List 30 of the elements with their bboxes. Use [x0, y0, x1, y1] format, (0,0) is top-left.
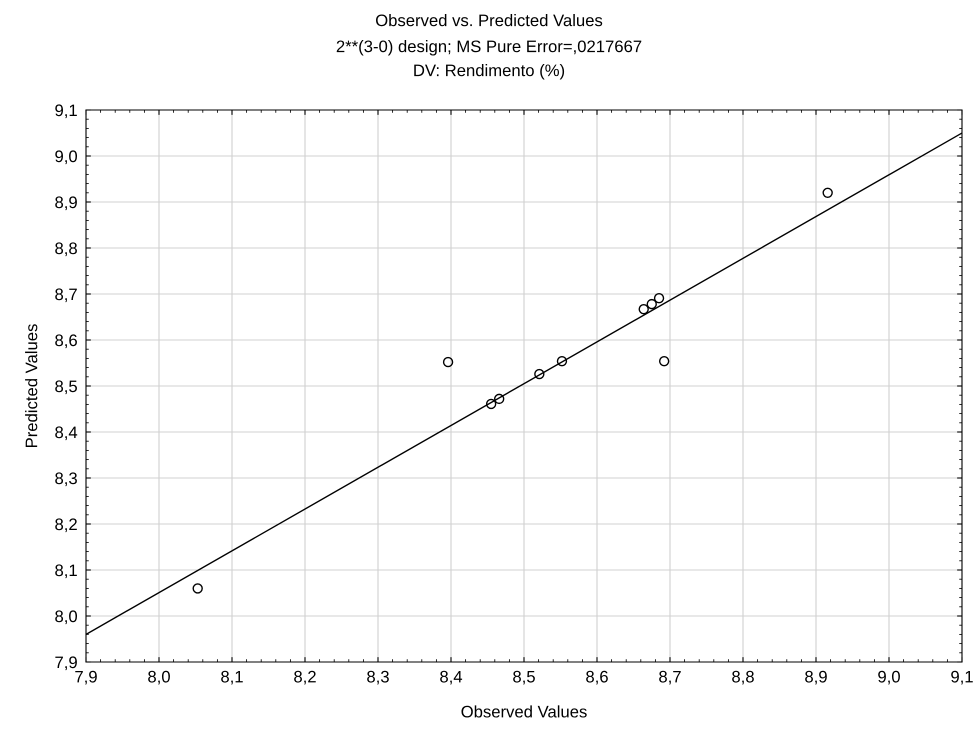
y-tick-label: 8,7: [55, 288, 77, 302]
x-tick-label: 8,2: [294, 670, 316, 685]
y-tick-label: 8,2: [55, 518, 77, 532]
chart-title: Observed vs. Predicted Values: [376, 14, 602, 26]
x-tick-label: 9,0: [878, 670, 900, 685]
y-tick-label: 8,4: [55, 426, 78, 440]
y-tick-label: 8,0: [55, 610, 78, 624]
y-tick-label: 8,8: [55, 242, 77, 256]
y-tick-label: 8,5: [55, 380, 77, 394]
x-tick-label: 8,1: [221, 670, 243, 685]
x-tick-label: 9,1: [951, 670, 973, 685]
x-tick-label: 8,6: [586, 670, 608, 685]
x-tick-label: 8,0: [148, 670, 170, 685]
x-tick-label: 8,8: [732, 670, 754, 685]
x-tick-label: 8,3: [367, 670, 389, 685]
x-tick-label: 8,5: [513, 670, 535, 685]
y-tick-label: 8,9: [55, 196, 77, 210]
y-axis-title: Predicted Values: [25, 324, 38, 448]
y-tick-label: 8,1: [55, 564, 77, 578]
y-tick-label: 7,9: [55, 656, 77, 670]
x-tick-label: 7,9: [75, 670, 97, 685]
y-tick-label: 9,1: [55, 104, 77, 118]
y-tick-label: 8,3: [55, 472, 77, 486]
chart-subtitle: 2**(3-0) design; MS Pure Error=,0217667 DV: Rendimento (%): [336, 40, 642, 80]
x-tick-label: 8,9: [805, 670, 827, 685]
x-tick-label: 8,7: [659, 670, 681, 685]
x-axis-title: Observed Values: [461, 705, 587, 718]
y-tick-label: 8,6: [55, 334, 77, 348]
x-tick-label: 8,4: [440, 670, 462, 685]
y-tick-label: 9,0: [55, 150, 78, 164]
